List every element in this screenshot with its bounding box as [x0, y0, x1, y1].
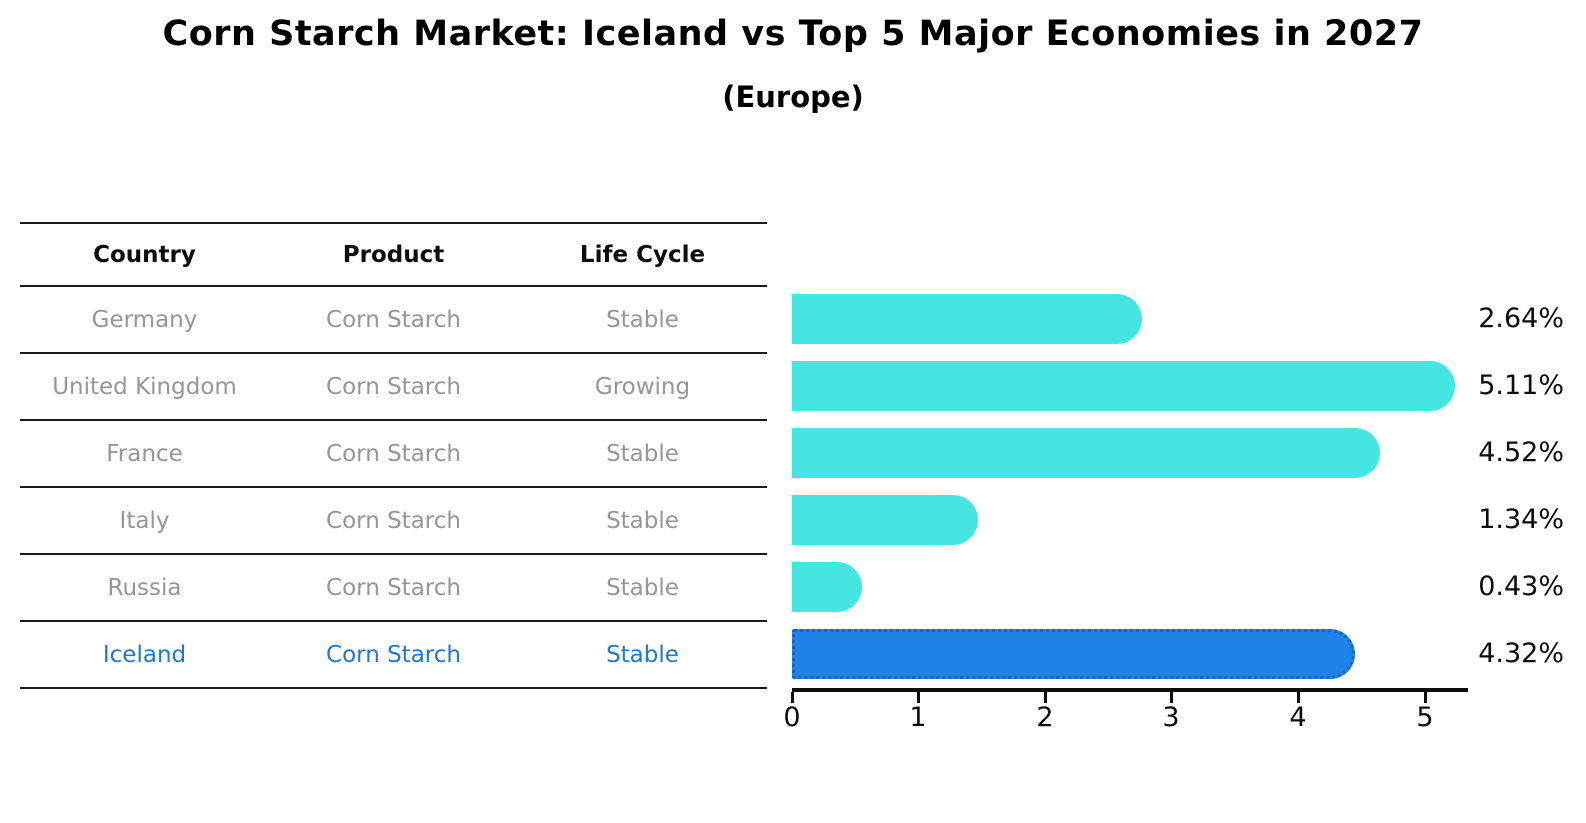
value-label-russia: 0.43% — [1478, 571, 1564, 602]
bar-united-kingdom — [792, 360, 1455, 411]
bar-row — [792, 553, 1492, 620]
bar-france — [792, 427, 1380, 478]
cell-life-cycle: Stable — [606, 306, 679, 333]
cell-country: Italy — [119, 507, 170, 534]
table-header-row: Country Product Life Cycle — [20, 222, 767, 285]
table-row-iceland: Iceland Corn Starch Stable — [20, 620, 767, 687]
x-tick-0 — [791, 692, 794, 703]
cell-product: Corn Starch — [326, 574, 461, 601]
bar-russia — [792, 561, 862, 612]
x-tick-label-1: 1 — [909, 702, 927, 733]
value-label-iceland: 4.32% — [1478, 638, 1564, 669]
cell-product: Corn Starch — [326, 507, 461, 534]
cell-life-cycle: Growing — [594, 373, 691, 400]
value-label-united-kingdom: 5.11% — [1478, 370, 1564, 401]
table-row-france: France Corn Starch Stable — [20, 419, 767, 486]
column-header-life-cycle: Life Cycle — [579, 241, 706, 268]
value-labels: 2.64% 5.11% 4.52% 1.34% 0.43% 4.32% — [1474, 285, 1564, 687]
chart-subtitle: (Europe) — [722, 80, 864, 114]
bar-chart — [792, 285, 1492, 687]
cell-country: Russia — [107, 574, 182, 601]
bar-row — [792, 486, 1492, 553]
cell-product: Corn Starch — [326, 641, 461, 668]
table-row-united-kingdom: United Kingdom Corn Starch Growing — [20, 352, 767, 419]
bar-row — [792, 419, 1492, 486]
x-tick-3 — [1170, 692, 1173, 703]
table-row-russia: Russia Corn Starch Stable — [20, 553, 767, 620]
table-row-germany: Germany Corn Starch Stable — [20, 285, 767, 352]
bar-row — [792, 285, 1492, 352]
bar-iceland — [792, 628, 1355, 679]
x-tick-label-3: 3 — [1162, 702, 1180, 733]
cell-product: Corn Starch — [326, 373, 461, 400]
x-tick-2 — [1044, 692, 1047, 703]
column-header-product: Product — [342, 241, 445, 268]
cell-country: France — [106, 440, 183, 467]
x-tick-label-2: 2 — [1036, 702, 1054, 733]
x-axis — [792, 688, 1468, 692]
x-tick-5 — [1424, 692, 1427, 703]
bar-row — [792, 352, 1492, 419]
table-row-italy: Italy Corn Starch Stable — [20, 486, 767, 553]
cell-life-cycle: Stable — [606, 507, 679, 534]
x-tick-label-0: 0 — [783, 702, 801, 733]
value-label-france: 4.52% — [1478, 437, 1564, 468]
column-header-country: Country — [93, 241, 196, 268]
chart-title: Corn Starch Market: Iceland vs Top 5 Maj… — [162, 14, 1424, 54]
cell-product: Corn Starch — [326, 440, 461, 467]
bar-row — [792, 620, 1492, 687]
bar-italy — [792, 494, 978, 545]
value-label-germany: 2.64% — [1478, 303, 1564, 334]
x-tick-4 — [1297, 692, 1300, 703]
cell-product: Corn Starch — [326, 306, 461, 333]
x-tick-1 — [917, 692, 920, 703]
cell-life-cycle: Stable — [606, 440, 679, 467]
x-tick-label-4: 4 — [1289, 702, 1307, 733]
cell-life-cycle: Stable — [606, 641, 679, 668]
cell-country: Germany — [91, 306, 198, 333]
bar-germany — [792, 293, 1142, 344]
cell-life-cycle: Stable — [606, 574, 679, 601]
value-label-italy: 1.34% — [1478, 504, 1564, 535]
cell-country: Iceland — [102, 641, 187, 668]
country-table: Country Product Life Cycle Germany Corn … — [20, 222, 767, 689]
x-tick-label-5: 5 — [1416, 702, 1434, 733]
cell-country: United Kingdom — [52, 373, 237, 400]
